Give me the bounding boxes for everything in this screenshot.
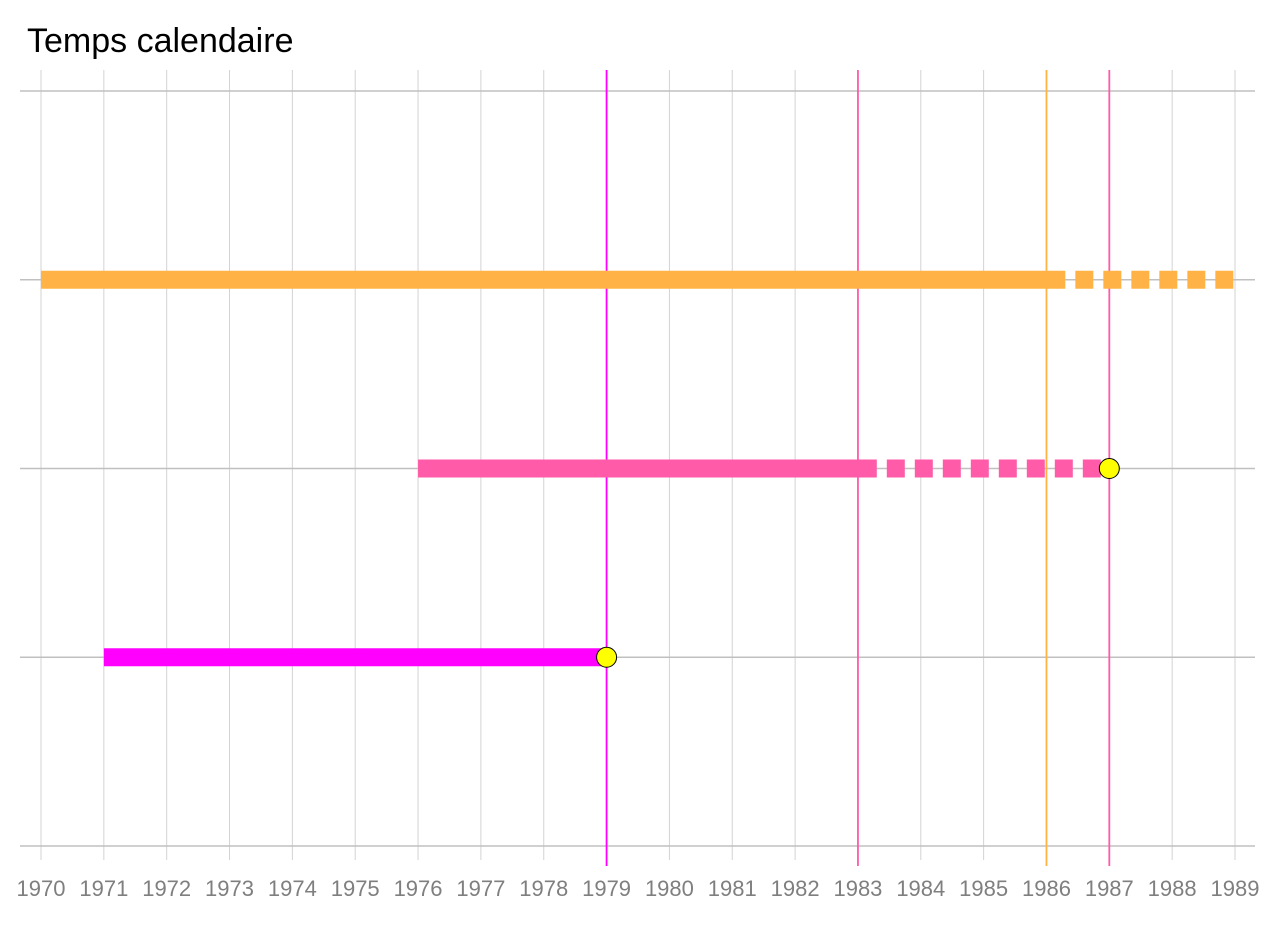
x-tick-label: 1972: [142, 876, 191, 901]
x-tick-label: 1981: [708, 876, 757, 901]
x-tick-label: 1989: [1211, 876, 1260, 901]
x-tick-label: 1988: [1148, 876, 1197, 901]
event-marker: [596, 646, 618, 668]
event-marker: [1098, 458, 1120, 479]
x-tick-label: 1975: [331, 876, 380, 901]
x-tick-label: 1974: [268, 876, 317, 901]
x-tick-label: 1973: [205, 876, 254, 901]
x-tick-label: 1971: [79, 876, 128, 901]
x-tick-label: 1978: [519, 876, 568, 901]
x-tick-label: 1977: [456, 876, 505, 901]
x-tick-label: 1976: [394, 876, 443, 901]
x-tick-label: 1987: [1085, 876, 1134, 901]
x-tick-label: 1983: [833, 876, 882, 901]
x-tick-label: 1982: [771, 876, 820, 901]
x-tick-label: 1985: [959, 876, 1008, 901]
x-tick-label: 1984: [896, 876, 945, 901]
chart-title: Temps calendaire: [27, 22, 294, 60]
x-tick-label: 1979: [582, 876, 631, 901]
x-tick-label: 1980: [645, 876, 694, 901]
x-tick-label: 1970: [17, 876, 66, 901]
x-tick-label: 1986: [1022, 876, 1071, 901]
